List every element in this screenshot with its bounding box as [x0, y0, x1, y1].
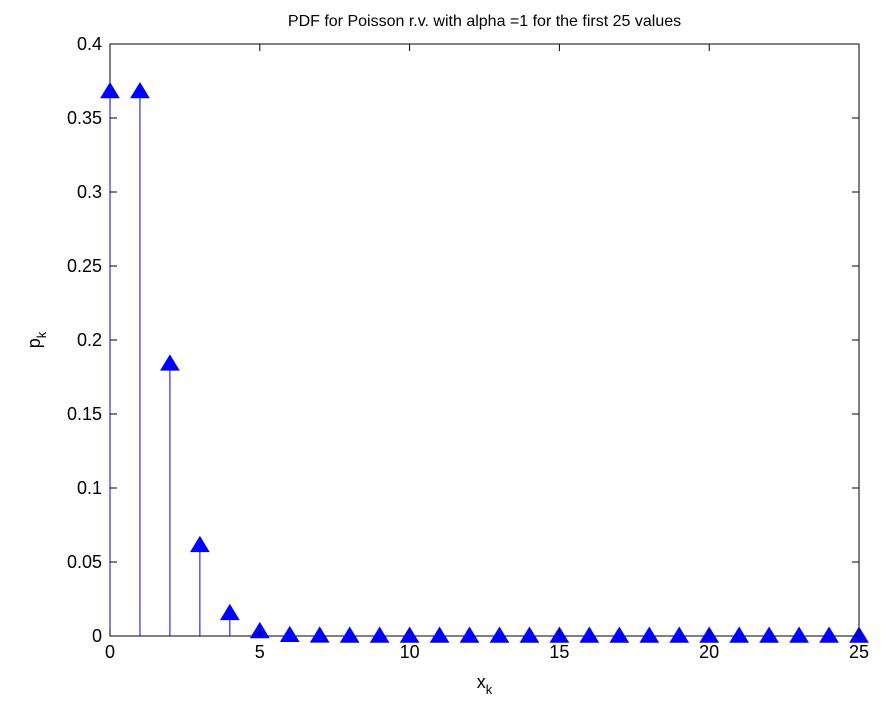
x-tick-label: 15	[549, 642, 569, 662]
stem-marker	[339, 626, 360, 643]
x-axis-label-subscript: k	[486, 682, 493, 697]
x-tick-label: 0	[105, 642, 115, 662]
stem-marker	[759, 626, 780, 643]
y-axis-label: pk	[24, 331, 49, 348]
y-tick-label: 0.05	[67, 552, 102, 572]
y-tick-label: 0.1	[77, 478, 102, 498]
y-tick-label: 0.35	[67, 108, 102, 128]
x-tick-label: 20	[699, 642, 719, 662]
chart-title: PDF for Poisson r.v. with alpha =1 for t…	[288, 13, 681, 30]
ticks-group	[109, 43, 860, 637]
stem-marker	[100, 81, 120, 99]
stem-marker	[309, 626, 330, 643]
stem-marker	[130, 81, 150, 99]
stem-marker	[669, 626, 690, 643]
x-tick-label: 25	[849, 642, 869, 662]
y-axis-label-base: p	[24, 338, 44, 348]
stem-marker	[819, 626, 839, 643]
stem-marker	[639, 626, 660, 643]
plot-area	[109, 43, 860, 637]
stem-marker	[189, 535, 210, 553]
x-axis-label-base: x	[477, 672, 486, 692]
y-tick-label: 0.4	[77, 34, 102, 54]
axes-box	[109, 43, 860, 637]
markers-group	[100, 81, 869, 643]
y-tick-label: 0.2	[77, 330, 102, 350]
x-tick-label: 5	[255, 642, 265, 662]
stem-marker	[519, 626, 540, 643]
stem-marker	[279, 625, 300, 643]
stem-marker	[160, 354, 180, 371]
tick-labels-group: 0 5 10 15 20 25 0 0.05 0.1 0.15 0.2 0.25 0.3 0.35 0.4	[67, 34, 869, 662]
stem-marker	[369, 626, 390, 643]
stem-marker	[579, 626, 600, 643]
stem-marker	[789, 626, 809, 643]
y-tick-label: 0.25	[67, 256, 102, 276]
x-tick-label: 10	[400, 642, 420, 662]
y-tick-label: 0.15	[67, 404, 102, 424]
y-axis-label-subscript: k	[34, 331, 49, 338]
stems-group	[109, 91, 321, 636]
stem-marker	[489, 626, 510, 643]
stem-marker	[429, 626, 450, 643]
x-axis-label: xk	[477, 672, 493, 697]
stem-marker	[729, 626, 750, 643]
stem-marker	[219, 603, 240, 621]
y-tick-label: 0	[92, 626, 102, 646]
stem-marker	[609, 626, 630, 643]
y-tick-label: 0.3	[77, 182, 102, 202]
stem-marker	[459, 626, 480, 643]
